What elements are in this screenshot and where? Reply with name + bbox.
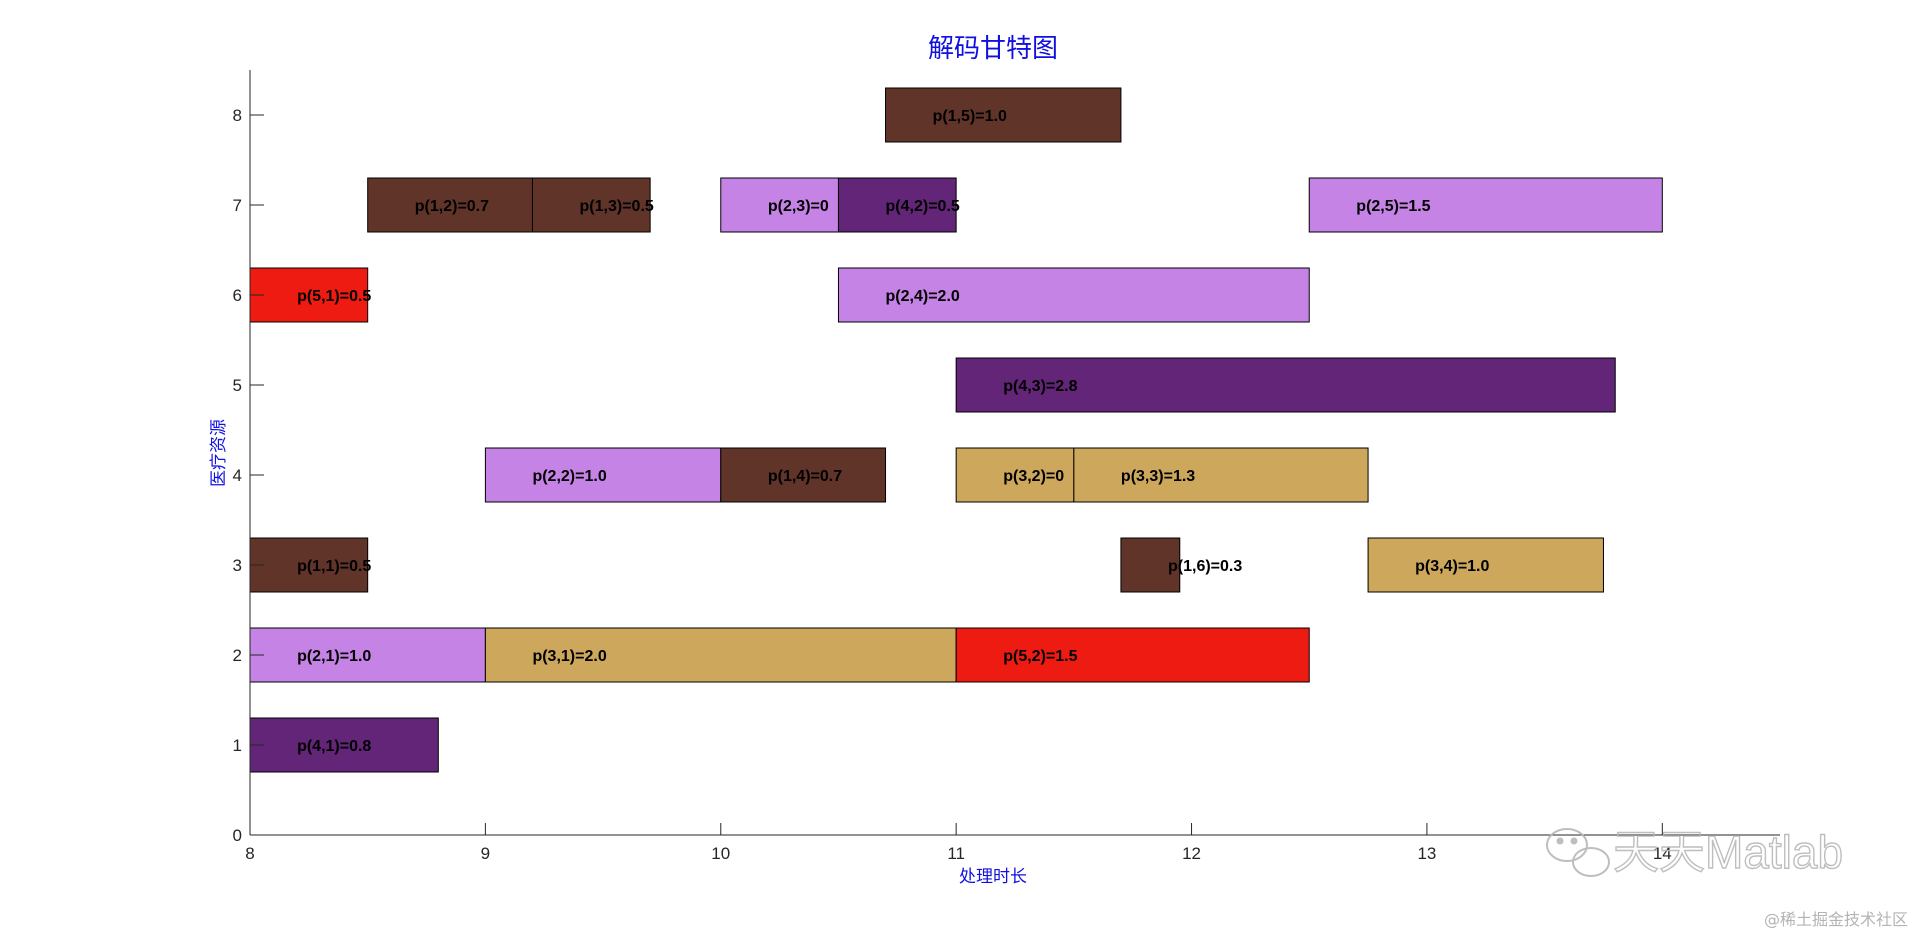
y-tick-label: 0 <box>233 826 242 845</box>
task-bar <box>955 627 1310 683</box>
y-tick-label: 5 <box>233 376 242 395</box>
task-label: p(4,3)=2.8 <box>1003 378 1077 395</box>
task-bar <box>249 537 369 593</box>
task-label: p(2,3)=0 <box>768 198 829 215</box>
task-label: p(1,5)=1.0 <box>933 108 1007 125</box>
x-axis-label: 处理时长 <box>959 867 1027 887</box>
task-bar <box>484 447 722 503</box>
task-label: p(1,4)=0.7 <box>768 468 842 485</box>
y-tick-label: 8 <box>233 106 242 125</box>
x-tick-label: 14 <box>1653 844 1672 863</box>
task-bar <box>1073 447 1369 503</box>
task-label: p(5,2)=1.5 <box>1003 648 1077 665</box>
task-label: p(2,4)=2.0 <box>886 288 960 305</box>
task-label: p(3,3)=1.3 <box>1121 468 1195 485</box>
task-bar <box>531 177 651 233</box>
y-tick-label: 7 <box>233 196 242 215</box>
x-tick-label: 8 <box>245 844 254 863</box>
wechat-icon <box>1546 828 1610 877</box>
x-tick-label: 9 <box>481 844 490 863</box>
task-bar <box>249 717 439 773</box>
bars-layer: p(1,5)=1.0 p(1,2)=0.7 p(1,3)=0.5 p(2,3)=0 p(… <box>249 87 1663 773</box>
task-label: p(2,1)=1.0 <box>297 648 371 665</box>
x-tick-label: 10 <box>711 844 730 863</box>
task-label: p(3,1)=2.0 <box>532 648 606 665</box>
watermark: 天天Matlab <box>1546 825 1844 879</box>
y-tick-label: 3 <box>233 556 242 575</box>
task-label: p(2,5)=1.5 <box>1356 198 1430 215</box>
task-label: p(2,2)=1.0 <box>532 468 606 485</box>
task-label: p(4,1)=0.8 <box>297 738 371 755</box>
y-axis-label: 医疗资源 <box>209 419 229 487</box>
x-tick-label: 13 <box>1417 844 1436 863</box>
y-tick-label: 6 <box>233 286 242 305</box>
task-bar <box>837 177 957 233</box>
task-label: p(5,1)=0.5 <box>297 288 371 305</box>
plot-area: p(1,5)=1.0 p(1,2)=0.7 p(1,3)=0.5 p(2,3)=0 p(… <box>233 70 1780 863</box>
task-bar <box>720 447 887 503</box>
task-bar <box>1367 537 1604 593</box>
task-bar <box>720 177 839 233</box>
x-tick-label: 11 <box>947 844 965 863</box>
y-tick-label: 2 <box>233 646 242 665</box>
watermark-text: 天天Matlab <box>1613 826 1843 878</box>
task-label: p(1,6)=0.3 <box>1168 558 1242 575</box>
task-bar <box>955 357 1616 413</box>
task-bar <box>1308 177 1663 233</box>
task-bar <box>837 267 1310 323</box>
task-bar <box>367 177 533 233</box>
task-label: p(3,4)=1.0 <box>1415 558 1489 575</box>
task-label: p(1,2)=0.7 <box>415 198 489 215</box>
y-tick-label: 1 <box>233 736 242 755</box>
task-label: p(1,1)=0.5 <box>297 558 371 575</box>
task-label: p(3,2)=0 <box>1003 468 1064 485</box>
task-bar <box>1120 537 1181 593</box>
chart-title: 解码甘特图 <box>928 34 1058 64</box>
task-bar <box>955 447 1075 503</box>
task-bar <box>484 627 957 683</box>
task-bar <box>885 87 1122 143</box>
task-bar <box>249 267 369 323</box>
task-label: p(4,2)=0.5 <box>886 198 960 215</box>
site-watermark: @稀土掘金技术社区 <box>1764 910 1908 929</box>
x-tick-label: 12 <box>1182 844 1201 863</box>
y-tick-label: 4 <box>233 466 242 485</box>
task-label: p(1,3)=0.5 <box>580 198 654 215</box>
